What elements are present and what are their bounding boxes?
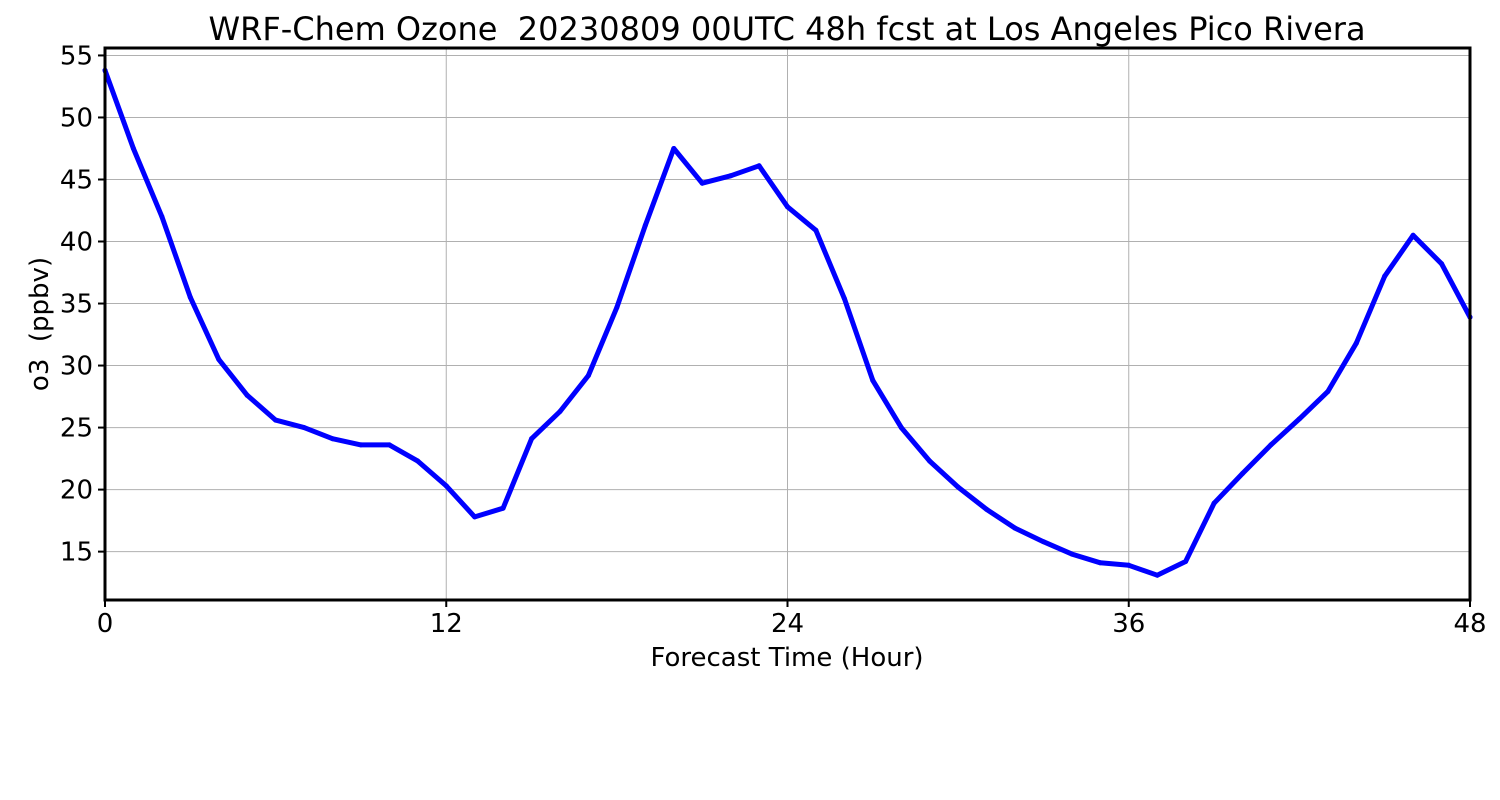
y-tick-label: 45 xyxy=(60,165,93,195)
y-tick-label: 20 xyxy=(60,476,93,506)
x-tick-label: 12 xyxy=(430,609,463,639)
data-point xyxy=(785,204,790,210)
data-point xyxy=(557,409,563,414)
y-tick-label: 50 xyxy=(60,103,93,133)
data-point xyxy=(1296,416,1302,422)
data-point xyxy=(187,294,193,300)
x-tick-label: 24 xyxy=(771,609,804,639)
data-point xyxy=(671,146,677,151)
data-point xyxy=(756,163,762,169)
data-point xyxy=(273,417,279,423)
y-tick-label: 15 xyxy=(60,538,93,568)
data-point xyxy=(301,425,307,431)
data-point xyxy=(1126,562,1132,568)
data-point xyxy=(1012,525,1018,531)
data-point xyxy=(585,373,591,378)
data-point xyxy=(927,458,933,464)
data-point xyxy=(1211,500,1217,506)
data-point xyxy=(1097,560,1103,566)
axis-ticks: 0 12 24 36 48 15 20 25 30 35 40 45 50 55 xyxy=(60,41,1487,639)
data-point xyxy=(159,214,165,220)
x-tick-label: 0 xyxy=(97,609,114,639)
data-point xyxy=(1410,232,1416,238)
data-point xyxy=(1069,551,1075,557)
data-point xyxy=(955,484,961,490)
data-point xyxy=(1240,471,1245,476)
data-point xyxy=(358,442,364,448)
data-point xyxy=(1183,559,1189,564)
data-point xyxy=(898,425,904,431)
data-point xyxy=(386,442,392,448)
data-point xyxy=(1439,261,1445,267)
data-point xyxy=(130,146,136,151)
data-point xyxy=(984,506,990,512)
chart-title: WRF-Chem Ozone 20230809 00UTC 48h fcst a… xyxy=(208,10,1365,48)
data-point xyxy=(728,173,734,179)
y-tick-label: 35 xyxy=(60,290,93,320)
y-axis-label: o3 (ppbv) xyxy=(25,257,55,391)
data-point xyxy=(443,483,449,489)
grid-lines xyxy=(105,48,1470,600)
y-tick-label: 30 xyxy=(60,352,93,382)
data-point xyxy=(1353,340,1359,346)
data-point xyxy=(1382,273,1388,279)
y-tick-label: 55 xyxy=(60,41,93,71)
data-point xyxy=(1040,539,1046,545)
data-point xyxy=(841,296,847,302)
data-point xyxy=(216,356,222,362)
data-point xyxy=(415,458,421,464)
data-point xyxy=(642,222,648,228)
data-point xyxy=(529,436,535,442)
x-tick-label: 48 xyxy=(1453,609,1486,639)
x-axis-label: Forecast Time (Hour) xyxy=(650,643,923,673)
data-point xyxy=(870,377,876,383)
series-layer xyxy=(102,67,1473,578)
data-point xyxy=(472,514,478,520)
data-point xyxy=(1154,572,1160,578)
data-point xyxy=(1268,442,1274,448)
data-point xyxy=(244,392,250,398)
data-point xyxy=(1325,389,1331,395)
data-point xyxy=(813,227,819,233)
data-point xyxy=(500,505,506,511)
x-tick-label: 36 xyxy=(1112,609,1145,639)
data-point xyxy=(330,436,335,442)
data-point xyxy=(699,180,705,186)
data-point xyxy=(614,304,620,310)
y-tick-label: 25 xyxy=(60,414,93,444)
y-tick-label: 40 xyxy=(60,228,93,258)
